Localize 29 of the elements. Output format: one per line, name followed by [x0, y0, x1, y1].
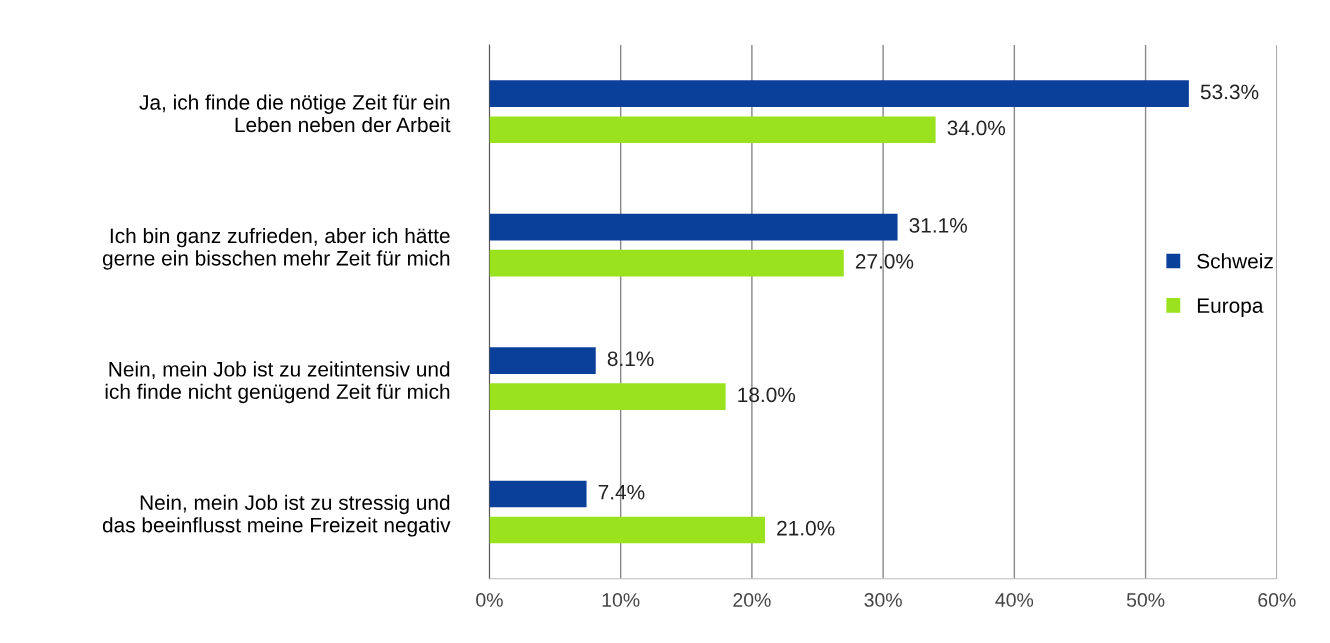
bar: [489, 383, 726, 410]
data-label: 7.4%: [598, 484, 645, 500]
y-tick-label: Ich bin ganz zufrieden, aber ich hätte gerne ein bisschen mehr Zeit für mich: [102, 227, 450, 270]
data-label: 31.1%: [909, 217, 967, 233]
data-label: 21.0%: [777, 520, 835, 536]
legend-label: Schweiz: [1197, 253, 1273, 269]
bar: [489, 116, 936, 144]
bar: [489, 516, 766, 544]
y-tick-label: Nein, mein Job ist zu stressig und das beeinflusst meine Freizeit negativ: [102, 494, 451, 537]
x-tick-label: 20%: [733, 593, 771, 607]
bar: [489, 480, 587, 508]
x-tick-label: 0%: [476, 593, 503, 607]
data-label: 53.3%: [1200, 84, 1259, 100]
x-tick-label: 50%: [1126, 593, 1165, 607]
x-tick-label: 40%: [995, 593, 1034, 607]
x-tick-label: 60%: [1258, 593, 1296, 607]
data-label: 27.0%: [855, 254, 914, 269]
bar: [489, 213, 898, 241]
x-tick-label: 30%: [864, 593, 902, 607]
bar: [489, 249, 844, 277]
data-label: 8.1%: [607, 351, 654, 367]
data-label: 34.0%: [947, 120, 1006, 136]
y-tick-label: Ja, ich finde die nötige Zeit für ein Leben neben der Arbeit: [139, 94, 451, 133]
bar: [489, 347, 596, 374]
x-tick-label: 10%: [602, 593, 640, 607]
y-tick-label: Nein, mein Job ist zu zeitintensiv und ich finde nicht genügend Zeit für mich: [105, 361, 450, 404]
data-label: 18.0%: [738, 387, 796, 403]
legend-label: Europa: [1197, 298, 1264, 318]
bar: [489, 80, 1189, 108]
